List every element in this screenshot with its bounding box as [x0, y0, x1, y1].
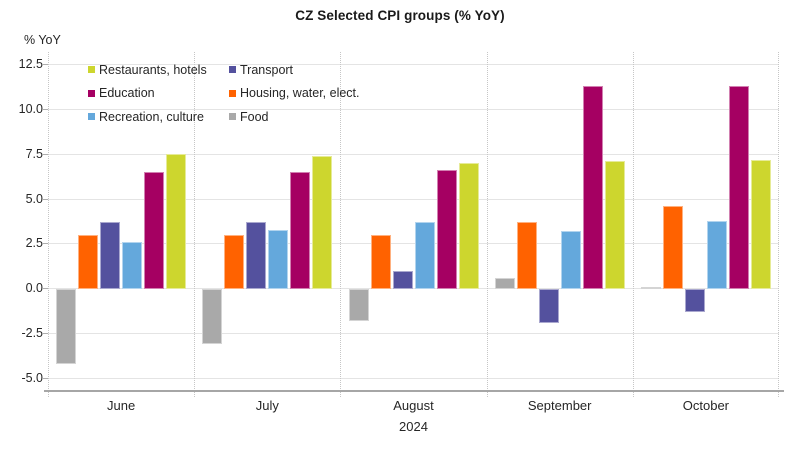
plot-area — [43, 52, 779, 397]
bar-housing-water-elect-june — [78, 235, 99, 289]
x-axis-year-label: 2024 — [399, 419, 428, 434]
bar-education-july — [290, 172, 311, 289]
y-tick-label-10: 10.0 — [18, 101, 43, 116]
legend-marker-transport — [229, 66, 236, 73]
y-tick-mark — [43, 243, 48, 245]
chart-legend: Restaurants, hotels Transport Education Hou… — [88, 62, 360, 124]
bar-transport-july — [246, 222, 267, 289]
legend-label-housing-water-elect: Housing, water, elect. — [240, 86, 360, 100]
y-tick-label-0: 0.0 — [25, 281, 43, 296]
legend-marker-education — [88, 89, 95, 97]
legend-item-recreation-culture: Recreation, culture — [88, 109, 229, 124]
y-axis-unit-label: % YoY — [24, 33, 61, 47]
gridline-y-7.5 — [48, 153, 779, 155]
legend-marker-housing-water-elect — [229, 89, 236, 97]
bar-food-october — [640, 287, 661, 289]
y-tick-mark — [43, 198, 48, 200]
bar-housing-water-elect-september — [516, 222, 537, 289]
bar-restaurants-hotels-july — [312, 156, 333, 289]
bar-food-june — [56, 288, 77, 365]
legend-item-transport: Transport — [229, 62, 360, 77]
legend-marker-restaurants-hotels — [88, 66, 95, 73]
gridline-y--2.5 — [48, 333, 779, 335]
y-tick-label-12.5: 12.5 — [18, 57, 43, 72]
bar-restaurants-hotels-august — [458, 163, 479, 289]
y-tick-mark — [43, 108, 48, 110]
bar-recreation-culture-october — [706, 220, 727, 289]
x-tick-label-august: August — [393, 398, 434, 413]
gridline-y-0 — [48, 288, 779, 290]
legend-label-food: Food — [240, 109, 269, 124]
y-tick-mark — [43, 64, 48, 66]
gridline-y-5 — [48, 198, 779, 200]
y-tick-mark — [43, 288, 48, 290]
bar-housing-water-elect-august — [370, 235, 391, 289]
bar-food-september — [494, 278, 515, 289]
chart-title: CZ Selected CPI groups (% YoY) — [295, 8, 505, 23]
group-separator — [487, 52, 488, 397]
bar-transport-august — [392, 270, 413, 289]
legend-label-restaurants-hotels: Restaurants, hotels — [99, 62, 207, 77]
bar-education-october — [728, 86, 749, 289]
group-separator — [778, 52, 779, 397]
bar-recreation-culture-august — [414, 222, 435, 289]
y-tick-mark — [43, 333, 48, 335]
legend-label-recreation-culture: Recreation, culture — [99, 109, 204, 124]
bar-restaurants-hotels-october — [750, 159, 771, 289]
bar-education-august — [436, 170, 457, 289]
bar-food-july — [202, 288, 223, 345]
group-separator — [194, 52, 195, 397]
bar-restaurants-hotels-september — [604, 161, 625, 289]
legend-marker-recreation-culture — [88, 113, 95, 120]
legend-label-education: Education — [99, 86, 155, 100]
bar-transport-september — [538, 288, 559, 323]
bar-transport-october — [684, 288, 705, 313]
legend-item-restaurants-hotels: Restaurants, hotels — [88, 62, 229, 77]
bar-recreation-culture-september — [560, 231, 581, 289]
bar-transport-june — [100, 222, 121, 289]
x-tick-label-june: June — [106, 398, 136, 413]
y-tick-mark — [43, 153, 48, 155]
gridline-y--5 — [48, 377, 779, 379]
group-separator — [340, 52, 341, 397]
y-tick-label-5: 5.0 — [25, 191, 43, 206]
legend-marker-food — [229, 113, 236, 120]
bar-education-june — [144, 172, 165, 289]
gridline-y-2.5 — [48, 243, 779, 245]
y-tick-label-7.5: 7.5 — [25, 146, 43, 161]
group-separator — [48, 52, 49, 397]
group-separator — [633, 52, 634, 397]
bar-recreation-culture-july — [268, 229, 289, 289]
legend-item-food: Food — [229, 109, 360, 124]
legend-label-transport: Transport — [240, 62, 294, 77]
gridline-y-10 — [48, 108, 779, 110]
y-tick-label--5: -5.0 — [21, 370, 43, 385]
bar-housing-water-elect-july — [224, 235, 245, 289]
bar-restaurants-hotels-june — [166, 154, 187, 289]
legend-item-housing-water-elect: Housing, water, elect. — [229, 86, 360, 101]
x-axis-line — [44, 390, 784, 392]
y-tick-mark — [43, 377, 48, 379]
y-tick-label-2.5: 2.5 — [25, 236, 43, 251]
legend-item-education: Education — [88, 86, 229, 101]
y-tick-label--2.5: -2.5 — [21, 326, 43, 341]
bar-food-august — [348, 288, 369, 322]
bar-education-september — [582, 86, 603, 289]
bar-housing-water-elect-october — [662, 206, 683, 289]
x-tick-label-july: July — [255, 398, 279, 413]
gridline-y-12.5 — [48, 64, 779, 66]
x-tick-label-october: October — [682, 398, 730, 413]
bar-recreation-culture-june — [122, 242, 143, 289]
x-tick-label-september: September — [527, 398, 592, 413]
